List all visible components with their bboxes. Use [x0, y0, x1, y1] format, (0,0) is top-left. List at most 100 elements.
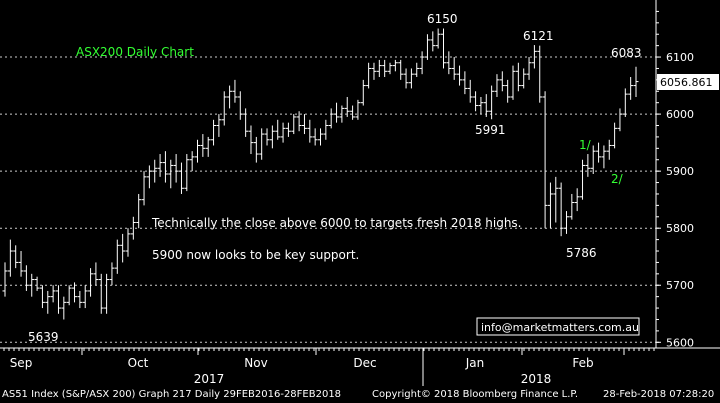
ohlc-bar: [232, 79, 238, 103]
watermark-email: info@marketmatters.com.au: [481, 321, 639, 334]
ohlc-bar: [152, 159, 158, 183]
annotation-5991: 5991: [475, 123, 506, 137]
annotation-6150: 6150: [427, 12, 458, 26]
ohlc-bar: [606, 139, 612, 160]
ohlc-bar: [457, 65, 463, 86]
watermark-box: info@marketmatters.com.au: [476, 317, 640, 336]
ohlc-bar: [173, 154, 179, 183]
ohlc-bar: [120, 233, 126, 263]
ohlc-bar: [211, 119, 217, 146]
ohlc-bar: [157, 154, 163, 177]
ohlc-bar: [2, 262, 8, 297]
y-tick-label: 5600: [666, 336, 694, 349]
ohlc-bar: [585, 154, 591, 177]
ohlc-bar: [580, 159, 586, 200]
ohlc-bar: [553, 176, 559, 223]
ohlc-bar: [612, 122, 618, 149]
x-month-label: Dec: [353, 356, 376, 370]
ohlc-bar: [77, 290, 83, 309]
ohlc-bar: [392, 59, 398, 72]
ohlc-bar: [563, 211, 569, 234]
ohlc-bar: [622, 88, 628, 117]
ohlc-bar: [360, 79, 366, 106]
wave-label-2: 2/: [611, 172, 624, 186]
ohlc-bar: [178, 162, 184, 194]
ohlc-bar: [328, 108, 334, 129]
ohlc-bar: [184, 154, 190, 192]
ohlc-bar: [29, 273, 35, 297]
ohlc-bar: [301, 114, 307, 135]
ohlc-bar: [227, 85, 233, 109]
ohlc-bar: [189, 151, 195, 172]
x-month-label: Jan: [465, 356, 485, 370]
ohlc-bar: [526, 57, 532, 80]
ohlc-bar: [440, 28, 446, 69]
ohlc-bar: [424, 34, 430, 60]
x-year-label: 2018: [521, 372, 552, 386]
ohlc-bar: [221, 91, 227, 126]
ohlc-bar: [462, 71, 468, 95]
ohlc-bar: [344, 96, 350, 117]
commentary-line-2: 5900 now looks to be key support.: [152, 248, 359, 262]
ohlc-bar: [408, 68, 414, 89]
ohlc-bar: [473, 91, 479, 112]
ohlc-bar: [419, 51, 425, 75]
footer-copyright: Copyright© 2018 Bloomberg Finance L.P.: [372, 389, 579, 400]
ohlc-bar: [130, 216, 136, 240]
ohlc-bar: [200, 134, 206, 157]
ohlc-bar: [7, 239, 13, 277]
ohlc-bar: [168, 159, 174, 189]
ohlc-bar: [505, 79, 511, 103]
y-tick-label: 5900: [666, 165, 694, 178]
annotation-5786: 5786: [566, 246, 597, 260]
ohlc-bar: [334, 102, 340, 123]
ohlc-bar: [489, 85, 495, 120]
ohlc-bar: [72, 282, 78, 303]
ohlc-bar: [109, 262, 115, 286]
ohlc-bar: [248, 125, 254, 155]
chart-canvas: 5600 5700 5800 5900 6000 6100 Sep Oct Nov Dec Jan…: [0, 0, 720, 386]
ohlc-bar: [371, 62, 377, 80]
last-price-label: 6056.861: [660, 76, 713, 89]
ohlc-bar: [291, 114, 297, 135]
x-year-label: 2017: [194, 372, 225, 386]
ohlc-bar: [275, 119, 281, 140]
ohlc-bar: [414, 62, 420, 78]
ohlc-bar: [195, 139, 201, 163]
ohlc-bar: [45, 290, 51, 314]
ohlc-bar: [430, 31, 436, 52]
ohlc-bar: [590, 145, 596, 174]
footer-timestamp: 28-Feb-2018 07:28:20: [603, 389, 715, 400]
ohlc-bar: [280, 122, 286, 143]
ohlc-bar: [467, 79, 473, 103]
ohlc-bar: [483, 94, 489, 117]
ohlc-bar: [376, 59, 382, 78]
ohlc-bar: [366, 62, 372, 89]
ohlc-bar: [350, 105, 356, 120]
x-month-label: Feb: [572, 356, 593, 370]
ohlc-bar: [13, 245, 19, 269]
x-axis-ticks: Sep Oct Nov Dec Jan Feb 2017 2018: [3, 348, 655, 386]
ohlc-bar: [18, 251, 24, 277]
ohlc-bar: [141, 171, 147, 206]
ohlc-bar: [114, 239, 120, 274]
ohlc-bar: [403, 68, 409, 89]
ohlc-bar: [339, 105, 345, 123]
ohlc-bar: [66, 285, 72, 306]
ohlc-bar: [446, 51, 452, 75]
ohlc-bar: [104, 273, 110, 314]
ohlc-bar: [98, 273, 104, 314]
ohlc-bar: [50, 285, 56, 303]
ohlc-bars: [2, 28, 639, 320]
ohlc-bar: [398, 59, 404, 80]
ohlc-bar: [382, 59, 388, 78]
ohlc-bar: [451, 57, 457, 80]
y-tick-label: 5800: [666, 222, 694, 235]
wave-label-1: 1/: [579, 138, 592, 152]
ohlc-bar: [435, 28, 441, 49]
ohlc-bar: [318, 128, 323, 146]
ohlc-bar: [510, 65, 516, 100]
ohlc-bar: [499, 71, 505, 92]
footer-source: AS51 Index (S&P/ASX 200) Graph 217 Daily…: [2, 389, 342, 400]
